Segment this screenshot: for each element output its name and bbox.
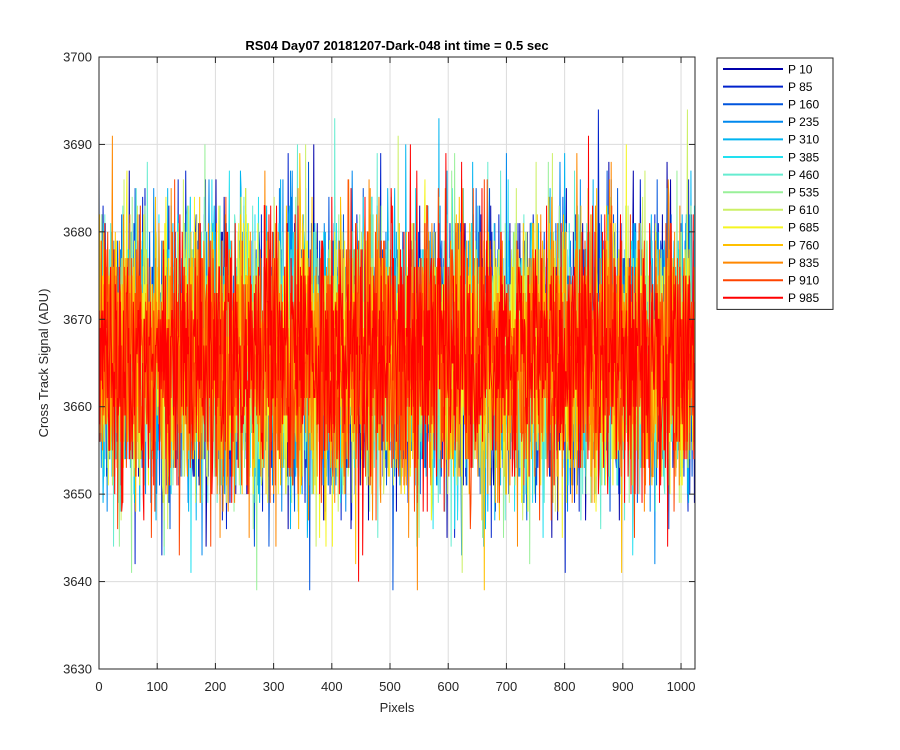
series-line	[98, 135, 695, 582]
x-tick-label: 800	[554, 679, 576, 694]
y-tick-label: 3680	[63, 224, 92, 239]
legend-label: P 235	[788, 115, 819, 129]
series-layer	[98, 109, 695, 591]
plot-box	[98, 56, 696, 670]
legend-label: P 85	[788, 80, 813, 94]
legend-label: P 385	[788, 150, 819, 164]
legend-box	[716, 57, 834, 310]
axis-ticks: 0 100 200 300 400 500 600 700 800 900 1000 3630 3640…	[63, 50, 695, 695]
legend-label: P 160	[788, 98, 819, 112]
chart-title: RS04 Day07 20181207-Dark-048 int time = …	[245, 38, 548, 53]
x-tick-label: 700	[496, 679, 518, 694]
legend-label: P 985	[788, 291, 819, 305]
y-tick-label: 3640	[63, 574, 92, 589]
x-tick-label: 1000	[667, 679, 696, 694]
legend-label: P 910	[788, 274, 819, 288]
y-axis-label: Cross Track Signal (ADU)	[36, 289, 51, 438]
legend-label: P 835	[788, 256, 819, 270]
y-tick-label: 3670	[63, 312, 92, 327]
y-tick-label: 3690	[63, 137, 92, 152]
x-tick-label: 200	[205, 679, 227, 694]
x-axis-label: Pixels	[380, 700, 415, 715]
x-tick-label: 500	[379, 679, 401, 694]
x-tick-label: 100	[146, 679, 168, 694]
legend-label: P 310	[788, 133, 819, 147]
x-tick-label: 300	[263, 679, 285, 694]
legend-label: P 460	[788, 168, 819, 182]
y-tick-label: 3700	[63, 50, 92, 65]
x-tick-label: 600	[437, 679, 459, 694]
legend-label: P 685	[788, 221, 819, 235]
legend-label: P 535	[788, 186, 819, 200]
legend: P 10 P 85 P 160 P 235 P 310 P 385 P 460 P 535 P …	[716, 57, 834, 310]
x-tick-label: 400	[321, 679, 343, 694]
y-tick-label: 3630	[63, 662, 92, 677]
x-tick-label: 900	[612, 679, 634, 694]
y-tick-label: 3660	[63, 399, 92, 414]
x-tick-label: 0	[95, 679, 102, 694]
legend-label: P 610	[788, 203, 819, 217]
y-tick-label: 3650	[63, 487, 92, 502]
legend-label: P 760	[788, 238, 819, 252]
legend-label: P 10	[788, 62, 813, 76]
